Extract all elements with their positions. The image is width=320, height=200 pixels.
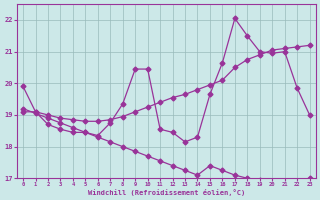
X-axis label: Windchill (Refroidissement éolien,°C): Windchill (Refroidissement éolien,°C) [88,189,245,196]
